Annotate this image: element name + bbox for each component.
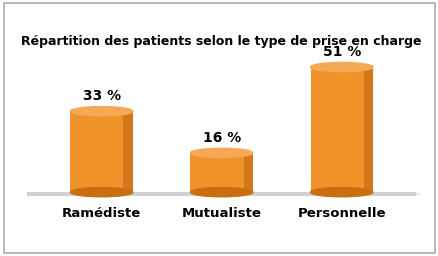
Bar <box>363 67 372 192</box>
Ellipse shape <box>190 188 252 197</box>
Bar <box>310 67 372 192</box>
Bar <box>190 153 252 192</box>
Text: 16 %: 16 % <box>202 131 240 145</box>
Text: Ramédiste: Ramédiste <box>62 207 141 220</box>
Ellipse shape <box>310 188 372 197</box>
Ellipse shape <box>70 188 133 197</box>
Text: 33 %: 33 % <box>82 89 120 103</box>
Text: Personnelle: Personnelle <box>297 207 385 220</box>
Bar <box>70 111 133 192</box>
Text: Répartition des patients selon le type de prise en charge: Répartition des patients selon le type d… <box>21 35 421 48</box>
Ellipse shape <box>70 106 133 116</box>
Bar <box>243 153 252 192</box>
Ellipse shape <box>190 148 252 157</box>
Text: 51 %: 51 % <box>322 45 360 59</box>
Text: Mutualiste: Mutualiste <box>181 207 261 220</box>
Ellipse shape <box>310 62 372 72</box>
Polygon shape <box>27 192 415 196</box>
Polygon shape <box>27 192 422 195</box>
Bar <box>123 111 133 192</box>
